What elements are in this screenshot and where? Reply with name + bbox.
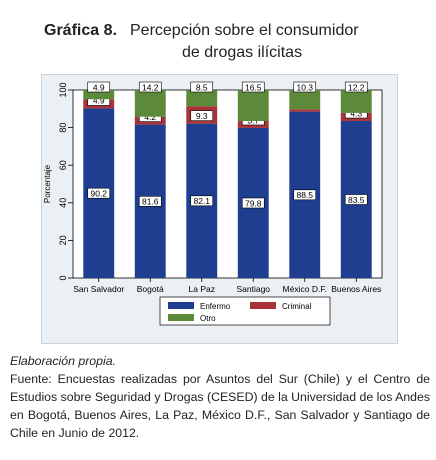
title-line-1: Percepción sobre el consumidor <box>130 22 359 39</box>
data-label: 4.9 <box>93 82 105 92</box>
bar-segment <box>289 109 321 112</box>
x-tick-label: La Paz <box>189 284 215 294</box>
data-label: 4.9 <box>93 96 105 106</box>
data-label-box <box>87 81 111 93</box>
y-tick-label: 20 <box>58 235 68 245</box>
y-tick-label: 0 <box>58 275 68 280</box>
data-label: 8.5 <box>196 82 208 92</box>
bar-segment <box>186 90 218 107</box>
data-label: 88.5 <box>296 190 313 200</box>
x-tick-label: Buenos Aires <box>331 284 381 294</box>
data-label-box <box>138 195 162 207</box>
data-label-box <box>87 187 111 199</box>
data-label-box <box>190 195 214 207</box>
data-label: 83.5 <box>348 195 365 205</box>
data-label-box <box>241 197 265 209</box>
y-tick-label: 80 <box>58 123 68 133</box>
legend-swatch <box>250 302 276 309</box>
data-label: 16.5 <box>245 82 262 92</box>
data-label-box <box>190 110 214 121</box>
data-label: 79.8 <box>245 198 262 208</box>
y-tick-label: 40 <box>58 198 68 208</box>
x-tick-label: San Salvador <box>73 284 124 294</box>
bar-segment <box>83 90 115 100</box>
y-tick-label: 100 <box>58 82 68 97</box>
data-label-box <box>344 81 368 93</box>
legend-swatch <box>168 302 194 309</box>
data-label-box <box>293 189 317 201</box>
data-label: 81.6 <box>142 197 159 207</box>
data-label: 14.2 <box>142 82 159 92</box>
source-note: Fuente: Encuestas realizadas por Asuntos… <box>10 372 430 440</box>
data-label: 4.2 <box>144 112 156 122</box>
bar-segment <box>237 90 269 122</box>
elaboration-note: Elaboración propia. <box>10 354 116 368</box>
plot-area <box>72 89 383 279</box>
bar-segment <box>289 90 321 110</box>
data-label: 82.1 <box>193 196 210 206</box>
data-label-box <box>344 194 368 205</box>
data-label-box <box>293 81 317 93</box>
x-tick-label: Santiago <box>236 284 270 294</box>
figure-notes: Elaboración propia. Fuente: Encuestas re… <box>10 352 430 442</box>
data-label: 9.3 <box>196 111 208 121</box>
figure-number: Gráfica 8. <box>44 22 117 39</box>
data-label-box <box>138 81 162 93</box>
bar-segment <box>134 90 166 117</box>
x-tick-label: México D.F. <box>283 284 327 294</box>
legend-swatch <box>168 314 194 321</box>
legend-label: Enfermo <box>200 302 231 311</box>
legend-label: Criminal <box>282 302 312 311</box>
title-line-2: de drogas ilícitas <box>182 44 303 61</box>
data-label-box <box>241 81 265 93</box>
data-label: 10.3 <box>296 82 313 92</box>
y-tick-label: 60 <box>58 160 68 170</box>
bar-segment <box>340 90 372 113</box>
data-label: 12.2 <box>348 82 365 92</box>
data-label: 4.3 <box>350 108 362 118</box>
y-axis-label: Porcentaje <box>43 164 52 203</box>
data-label: 90.2 <box>90 189 107 199</box>
x-tick-label: Bogotá <box>137 284 164 294</box>
legend-label: Otro <box>200 314 216 323</box>
data-label-box <box>190 81 214 93</box>
